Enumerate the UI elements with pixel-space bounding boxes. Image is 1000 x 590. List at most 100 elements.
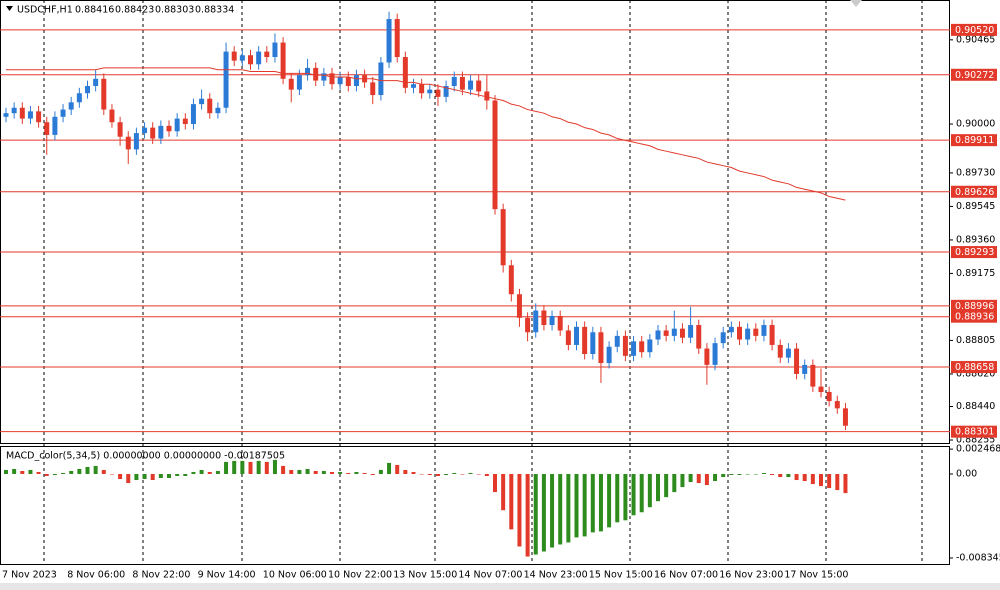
candle-body	[76, 93, 82, 103]
menu-arrow[interactable]	[6, 6, 13, 11]
candle-body	[647, 339, 653, 353]
macd-bar	[272, 459, 277, 474]
y-tick-label: 0.89360	[956, 234, 995, 245]
macd-bar	[541, 473, 546, 552]
macd-bar	[240, 460, 245, 474]
macd-bar	[794, 473, 799, 481]
candle-body	[27, 111, 33, 119]
candle-body	[329, 73, 335, 85]
candle-body	[248, 55, 253, 65]
macd-bar	[305, 468, 310, 474]
macd-bar	[533, 473, 538, 555]
candle-body	[223, 51, 229, 108]
symbol-title: USDCHF,H1	[17, 5, 73, 16]
candle-body	[93, 78, 99, 87]
macd-bar	[819, 473, 823, 487]
macd-bar	[827, 473, 832, 489]
candle-body	[614, 335, 620, 347]
price-level-label: 0.88658	[955, 362, 994, 373]
macd-bar	[256, 460, 261, 474]
macd-bar	[370, 473, 375, 475]
scrollbar[interactable]	[0, 583, 1000, 590]
price-level-box	[951, 310, 997, 323]
candle-body	[394, 19, 400, 58]
candle-body	[36, 111, 42, 123]
macd-bar	[713, 473, 718, 482]
candle-body	[158, 125, 164, 139]
macd-bar	[770, 473, 775, 475]
candle-body	[419, 84, 425, 94]
price-panel-frame	[0, 0, 950, 444]
macd-bar	[566, 473, 571, 543]
macd-bar	[737, 473, 742, 475]
macd-bar	[607, 473, 612, 528]
macd-bar	[802, 473, 807, 482]
candle-body	[44, 122, 50, 135]
x-tick-label: 14 Nov 07:00	[458, 570, 522, 581]
candle-body	[174, 118, 180, 132]
macd-bar	[281, 465, 286, 474]
candle-body	[101, 78, 107, 110]
candle-body	[133, 133, 139, 150]
candle-body	[590, 332, 596, 355]
macd-bar	[289, 469, 294, 474]
candle-body	[639, 341, 645, 353]
candle-body	[321, 73, 327, 81]
macd-bar	[142, 473, 147, 480]
macd-bar	[167, 473, 171, 479]
macd-bar	[753, 473, 758, 475]
candle-body	[557, 315, 563, 331]
macd-bar	[664, 473, 669, 498]
candle-body	[182, 118, 188, 125]
candle-body	[663, 330, 669, 336]
macd-bar	[264, 461, 269, 474]
candle-body	[280, 42, 286, 79]
macd-bar	[191, 471, 196, 474]
candle-body	[207, 98, 213, 114]
macd-bar	[126, 473, 131, 484]
x-tick-label: 17 Nov 15:00	[784, 570, 848, 581]
candle-body	[109, 109, 115, 123]
y-tick-label: 0.89545	[956, 201, 995, 212]
macd-bar	[354, 471, 359, 474]
candle-body	[826, 392, 832, 402]
candle-body	[353, 75, 359, 87]
macd-bar	[574, 473, 579, 538]
macd-bar	[321, 470, 326, 474]
y-tick-label: 0.88620	[956, 368, 995, 379]
macd-bar	[207, 471, 212, 474]
macd-bar	[118, 473, 123, 480]
candle-body	[19, 107, 25, 119]
macd-bar	[150, 473, 155, 481]
candle-body	[11, 107, 17, 114]
macd-bar	[745, 473, 750, 475]
candle-body	[3, 113, 9, 117]
candle-body	[215, 107, 221, 114]
candle-body	[842, 408, 848, 426]
macd-bar	[452, 472, 457, 474]
candle-body	[451, 76, 457, 87]
price-level-label: 0.88301	[955, 427, 994, 438]
y-tick-label: 0.89730	[956, 167, 995, 178]
x-tick-label: 8 Nov 22:00	[132, 570, 190, 581]
candle-body	[239, 55, 245, 61]
macd-bar	[468, 472, 473, 474]
y-tick-label: 0.00	[956, 468, 977, 479]
macd-bar	[158, 473, 163, 479]
macd-bar	[598, 473, 603, 532]
candle-body	[443, 86, 449, 97]
macd-bar	[297, 469, 302, 474]
candle-body	[574, 326, 579, 345]
y-tick-label: 0.88255	[956, 435, 995, 446]
candle-body	[142, 127, 148, 134]
x-tick-label: 10 Nov 22:00	[328, 570, 392, 581]
candle-body	[720, 332, 726, 344]
macd-bar	[224, 461, 229, 474]
price-level-box	[951, 425, 997, 438]
macd-bar	[52, 473, 57, 475]
macd-bar	[810, 473, 815, 485]
candle-body	[508, 265, 514, 295]
macd-bar	[476, 473, 481, 475]
price-level-label: 0.90520	[955, 25, 994, 36]
macd-bar	[134, 473, 139, 481]
